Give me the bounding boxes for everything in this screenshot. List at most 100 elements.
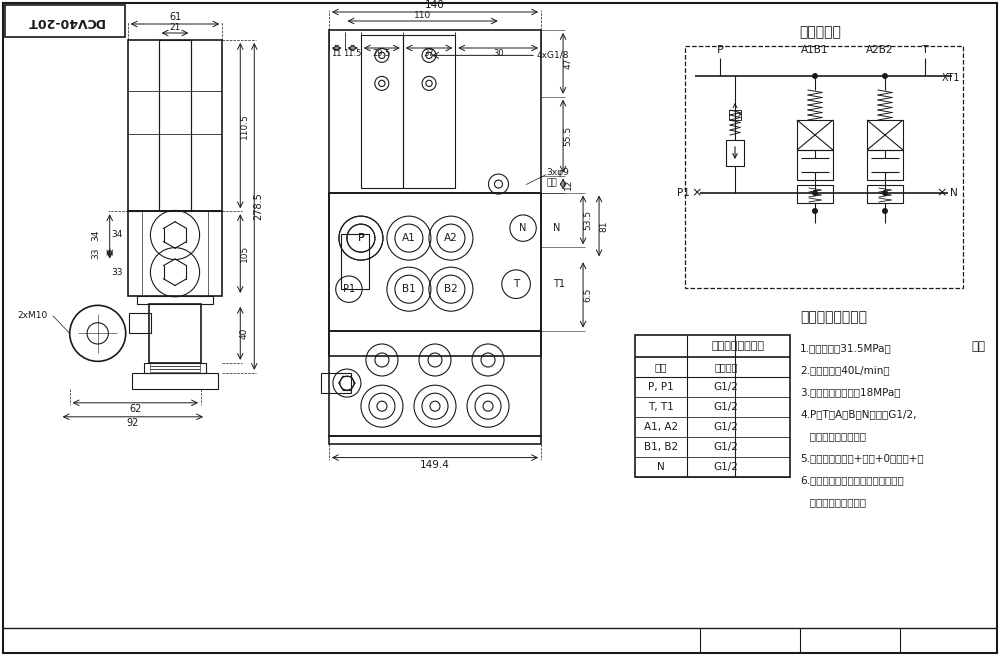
Bar xyxy=(129,313,151,333)
Text: 11: 11 xyxy=(331,49,342,59)
Bar xyxy=(726,140,744,166)
Bar xyxy=(729,110,741,120)
Text: 5.控制方式：气控+手动+0型阀芯+弹: 5.控制方式：气控+手动+0型阀芯+弹 xyxy=(800,453,924,463)
Text: 53.5: 53.5 xyxy=(584,210,593,230)
Circle shape xyxy=(882,190,888,196)
Text: 技术要求和参数：: 技术要求和参数： xyxy=(712,341,765,351)
Bar xyxy=(361,35,403,188)
Text: 105: 105 xyxy=(240,245,249,262)
Text: A2: A2 xyxy=(444,233,458,243)
Text: 液压原理图: 液压原理图 xyxy=(799,25,841,39)
Text: 4xG1/8: 4xG1/8 xyxy=(536,51,569,60)
Text: B1: B1 xyxy=(402,284,416,294)
Bar xyxy=(341,234,369,289)
Text: P1: P1 xyxy=(343,284,355,294)
Text: T, T1: T, T1 xyxy=(648,402,674,412)
Text: P: P xyxy=(358,233,364,243)
Bar xyxy=(329,30,541,356)
Bar xyxy=(797,150,833,180)
Bar xyxy=(159,40,191,212)
Bar xyxy=(329,331,541,436)
Text: 油口均为平面密封；: 油口均为平面密封； xyxy=(800,431,866,441)
Text: 6.5: 6.5 xyxy=(584,288,593,302)
Bar xyxy=(867,150,903,180)
Text: A1: A1 xyxy=(402,233,416,243)
Text: G1/2: G1/2 xyxy=(714,382,738,392)
Text: 1.额定压力：31.5MPa；: 1.额定压力：31.5MPa； xyxy=(800,343,892,353)
Bar xyxy=(685,46,963,288)
Text: B2: B2 xyxy=(444,284,458,294)
Bar xyxy=(5,5,125,37)
Text: G1/2: G1/2 xyxy=(714,462,738,472)
Text: 55.5: 55.5 xyxy=(564,126,573,146)
Text: 81: 81 xyxy=(600,220,609,232)
Text: A1B1: A1B1 xyxy=(801,45,829,55)
Text: 62: 62 xyxy=(129,404,142,414)
Text: 2xM10: 2xM10 xyxy=(17,311,48,320)
Text: N: N xyxy=(519,223,527,233)
Text: 33: 33 xyxy=(111,268,123,277)
Text: 278.5: 278.5 xyxy=(253,192,263,220)
Bar xyxy=(150,369,200,372)
Text: 110.5: 110.5 xyxy=(240,113,249,138)
Text: G1/2: G1/2 xyxy=(714,402,738,412)
Bar xyxy=(137,296,213,304)
Text: DCV40-20T: DCV40-20T xyxy=(26,14,104,28)
Text: 34: 34 xyxy=(111,231,123,239)
Text: 140: 140 xyxy=(425,0,445,10)
Text: G1/2: G1/2 xyxy=(714,422,738,432)
Text: 11.5: 11.5 xyxy=(344,49,362,59)
Text: T: T xyxy=(513,279,519,289)
Bar xyxy=(128,40,222,212)
Text: ×: × xyxy=(692,186,702,200)
Text: 3xφ9
通孔: 3xφ9 通孔 xyxy=(546,168,569,187)
Bar xyxy=(128,212,222,296)
Bar xyxy=(867,120,903,150)
Text: 技术要求和参数：: 技术要求和参数： xyxy=(800,310,867,324)
Bar xyxy=(149,304,201,363)
Text: G1/2: G1/2 xyxy=(714,442,738,452)
Text: 110: 110 xyxy=(414,11,431,20)
Text: B1, B2: B1, B2 xyxy=(644,442,678,452)
Text: T1: T1 xyxy=(553,279,565,289)
Circle shape xyxy=(812,190,818,196)
Text: 4.P、T、A、B、N口均为G1/2,: 4.P、T、A、B、N口均为G1/2, xyxy=(800,409,916,419)
Bar xyxy=(867,185,903,203)
Text: 29.5: 29.5 xyxy=(373,49,391,59)
Bar xyxy=(635,335,790,477)
Circle shape xyxy=(812,208,818,214)
Text: XT1: XT1 xyxy=(942,73,960,83)
Text: 阀体: 阀体 xyxy=(972,339,986,353)
Bar xyxy=(403,35,455,188)
Bar xyxy=(797,120,833,150)
Text: 螺纹规格: 螺纹规格 xyxy=(714,362,738,372)
Text: A2B2: A2B2 xyxy=(866,45,894,55)
Text: A1, A2: A1, A2 xyxy=(644,422,678,432)
Circle shape xyxy=(812,73,818,79)
Text: P: P xyxy=(717,45,723,55)
Bar xyxy=(321,373,351,393)
Text: N: N xyxy=(553,223,560,233)
Text: 6.阀体表面雾化处理，安全阀及螺联: 6.阀体表面雾化处理，安全阀及螺联 xyxy=(800,475,904,485)
Bar xyxy=(150,366,200,369)
Bar xyxy=(329,192,541,331)
Bar xyxy=(132,373,218,389)
Text: 92: 92 xyxy=(127,418,139,428)
Text: 34: 34 xyxy=(91,230,100,241)
Bar xyxy=(329,436,541,444)
Text: 33: 33 xyxy=(91,248,100,260)
Text: 12: 12 xyxy=(564,179,573,190)
Text: 21: 21 xyxy=(169,22,181,32)
Text: 47: 47 xyxy=(564,58,573,69)
Bar xyxy=(144,363,206,373)
Bar xyxy=(150,363,200,366)
Text: P, P1: P, P1 xyxy=(648,382,674,392)
Text: 接口: 接口 xyxy=(655,362,667,372)
Text: N: N xyxy=(657,462,665,472)
Text: T: T xyxy=(922,45,928,55)
Circle shape xyxy=(882,208,888,214)
Circle shape xyxy=(882,73,888,79)
Text: P1: P1 xyxy=(677,188,690,198)
Text: 30: 30 xyxy=(493,49,504,59)
Text: ×: × xyxy=(937,186,947,200)
